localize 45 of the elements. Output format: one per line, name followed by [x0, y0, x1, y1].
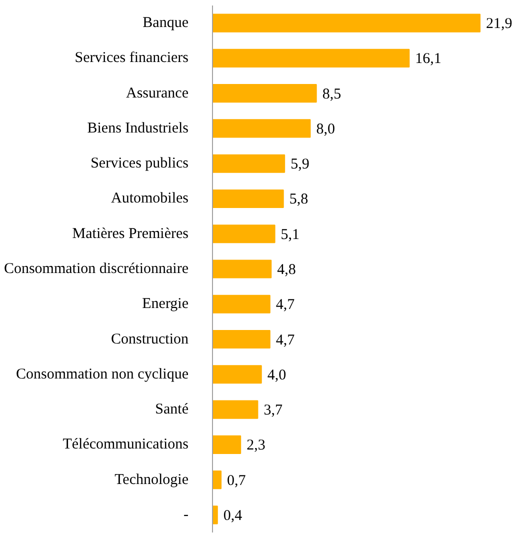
data-label: 4,7: [276, 297, 296, 314]
data-label: 0,7: [227, 472, 246, 489]
y-tick-label: Automobiles: [111, 190, 189, 207]
data-label: 16,1: [415, 51, 442, 68]
bar: [212, 154, 286, 173]
bar: [212, 365, 262, 384]
bar: [212, 84, 317, 103]
data-label: 2,3: [246, 438, 266, 454]
bar: [212, 294, 270, 314]
data-label: 5,1: [280, 226, 300, 243]
y-tick-label: Télécommunications: [62, 436, 189, 453]
data-label: 8,0: [316, 121, 335, 138]
data-label: 8,5: [322, 86, 342, 102]
bar: [212, 119, 311, 138]
data-label: 4,0: [267, 367, 286, 384]
bar: [212, 189, 284, 208]
bar: [212, 330, 270, 349]
bar: [212, 435, 242, 454]
bar: [212, 506, 218, 524]
y-tick-label: Santé: [155, 402, 189, 418]
y-tick-label: Consommation discrétionnaire: [4, 261, 189, 277]
y-tick-label: Consommation non cyclique: [16, 366, 189, 382]
y-tick-label: Technologie: [114, 472, 189, 488]
y-tick-label: Biens Industriels: [87, 120, 189, 136]
y-tick-label: Banque: [142, 15, 189, 32]
bar: [212, 260, 272, 278]
bar: [212, 400, 258, 419]
bar: [212, 48, 410, 68]
y-tick-label: Energie: [142, 296, 189, 312]
data-label: 4,7: [276, 332, 296, 348]
bar: [212, 14, 481, 32]
y-tick-label: Assurance: [126, 85, 189, 102]
data-label: 3,7: [264, 402, 283, 419]
y-tick-label: Services financiers: [74, 50, 189, 66]
y-tick-label: Matières Premières: [72, 226, 189, 242]
bar: [212, 470, 222, 490]
y-tick-label: -: [184, 506, 189, 523]
data-label: 0,4: [223, 508, 243, 524]
data-label: 4,8: [277, 262, 296, 278]
y-tick-label: Services publics: [90, 156, 189, 172]
data-label: 21,9: [486, 16, 512, 32]
data-label: 5,8: [289, 192, 308, 208]
data-label: 5,9: [290, 156, 310, 173]
bar: [212, 224, 276, 244]
y-tick-label: Construction: [111, 331, 189, 348]
